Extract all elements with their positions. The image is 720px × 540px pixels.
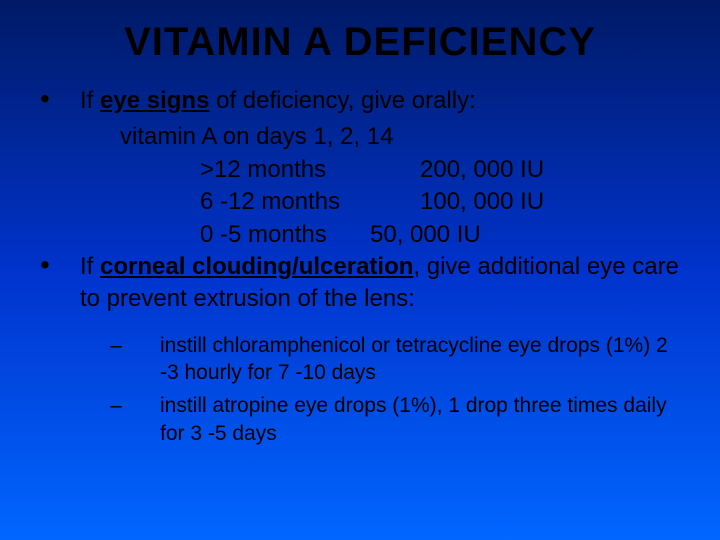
dash-icon: – <box>110 392 160 419</box>
dose-row-2: 0 -5 months 50, 000 IU <box>40 219 680 251</box>
dose-age-1: 6 -12 months <box>200 186 420 218</box>
dose-value-0: 200, 000 IU <box>420 154 544 186</box>
bullet-1-text: If eye signs of deficiency, give orally: <box>80 85 680 117</box>
bullet-item-2: • If corneal clouding/ulceration, give a… <box>40 251 680 316</box>
spacer <box>40 320 680 326</box>
bullet-1-emphasis: eye signs <box>100 87 209 114</box>
sub-text-0: instill chloramphenicol or tetracycline … <box>160 332 680 387</box>
dose-row-0: >12 months 200, 000 IU <box>40 154 680 186</box>
bullet-2-emphasis: corneal clouding/ulceration <box>100 253 413 280</box>
dose-value-2: 50, 000 IU <box>370 219 481 251</box>
bullet-dot-icon: • <box>40 251 80 279</box>
bullet-1-prefix: If <box>80 87 100 114</box>
bullet-item-1: • If eye signs of deficiency, give orall… <box>40 85 680 117</box>
bullet-2-text: If corneal clouding/ulceration, give add… <box>80 251 680 316</box>
slide-title: VITAMIN A DEFICIENCY <box>40 20 680 65</box>
bullet-2-prefix: If <box>80 253 100 280</box>
dose-row-1: 6 -12 months 100, 000 IU <box>40 186 680 218</box>
sub-bullet-1: – instill atropine eye drops (1%), 1 dro… <box>40 392 680 447</box>
dose-age-0: >12 months <box>200 154 420 186</box>
bullet-dot-icon: • <box>40 85 80 113</box>
dash-icon: – <box>110 332 160 359</box>
sub-text-1: instill atropine eye drops (1%), 1 drop … <box>160 392 680 447</box>
dose-value-1: 100, 000 IU <box>420 186 544 218</box>
slide-container: VITAMIN A DEFICIENCY • If eye signs of d… <box>0 0 720 540</box>
sub-bullet-0: – instill chloramphenicol or tetracyclin… <box>40 332 680 387</box>
line-vitamin-days: vitamin A on days 1, 2, 14 <box>40 121 680 153</box>
bullet-1-suffix: of deficiency, give orally: <box>209 87 475 114</box>
